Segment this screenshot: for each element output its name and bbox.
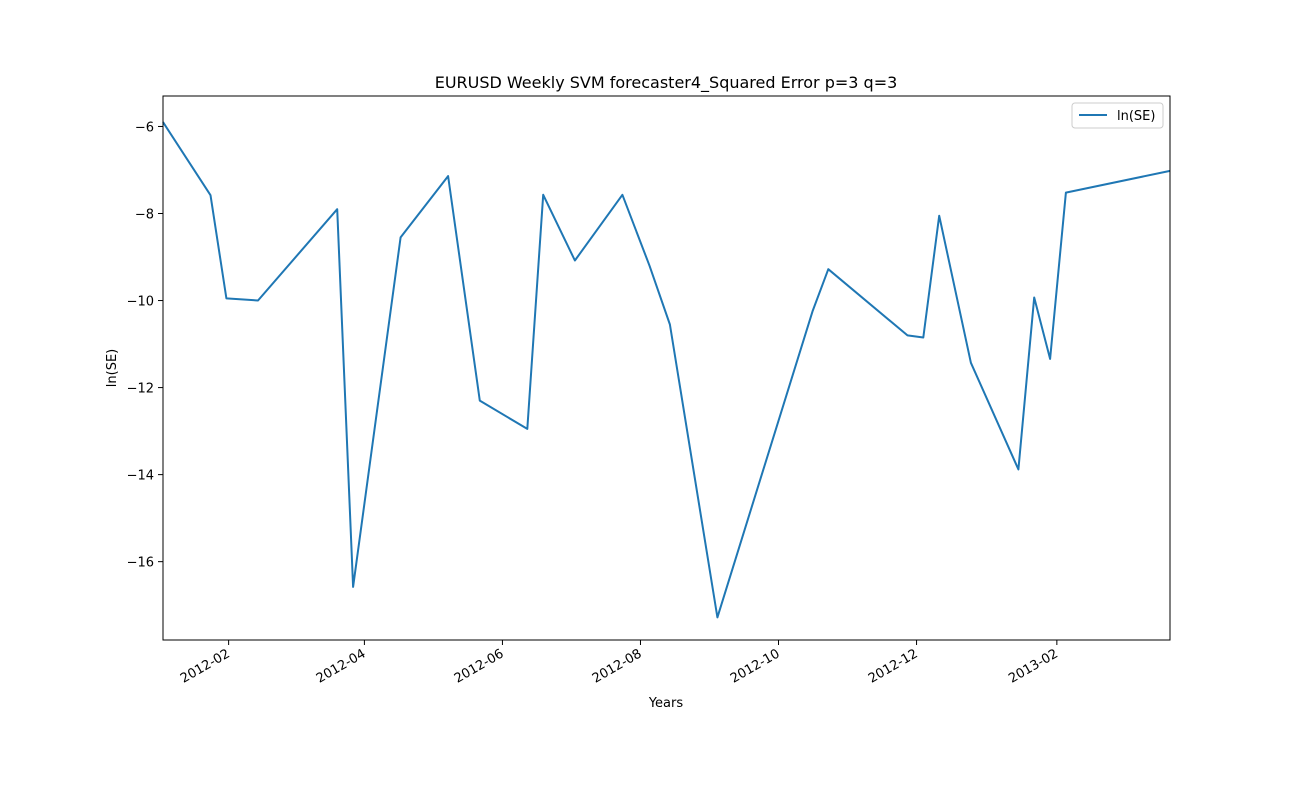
x-axis: 2012-02 2012-04 2012-06 2012-08 2012-10 2012-… [178, 640, 1061, 687]
y-axis: −6 −8 −10 −12 −14 −16 [127, 120, 163, 571]
x-tick-label: 2012-02 [178, 646, 233, 686]
legend: ln(SE) [1071, 102, 1164, 129]
y-tick-label: −16 [127, 556, 154, 571]
plot-frame [162, 95, 1171, 641]
series-line-0 [162, 121, 1171, 619]
x-tick-label: 2012-10 [728, 646, 783, 686]
y-axis-label: ln(SE) [105, 349, 120, 387]
plot-area [162, 121, 1171, 619]
chart-title: EURUSD Weekly SVM forecaster4_Squared Er… [435, 73, 898, 93]
y-tick-label: −14 [127, 469, 154, 484]
y-tick-label: −6 [135, 120, 154, 135]
x-tick-label: 2012-04 [314, 646, 369, 686]
y-tick-label: −12 [127, 382, 154, 397]
y-tick-label: −10 [127, 295, 154, 310]
x-tick-label: 2012-06 [452, 646, 507, 686]
x-tick-label: 2012-08 [590, 646, 645, 686]
legend-label: ln(SE) [1117, 109, 1155, 124]
x-tick-label: 2013-02 [1006, 646, 1061, 686]
y-tick-label: −8 [135, 208, 154, 223]
x-axis-label: Years [648, 696, 684, 711]
legend-box [1071, 102, 1164, 129]
x-tick-label: 2012-12 [866, 646, 921, 686]
